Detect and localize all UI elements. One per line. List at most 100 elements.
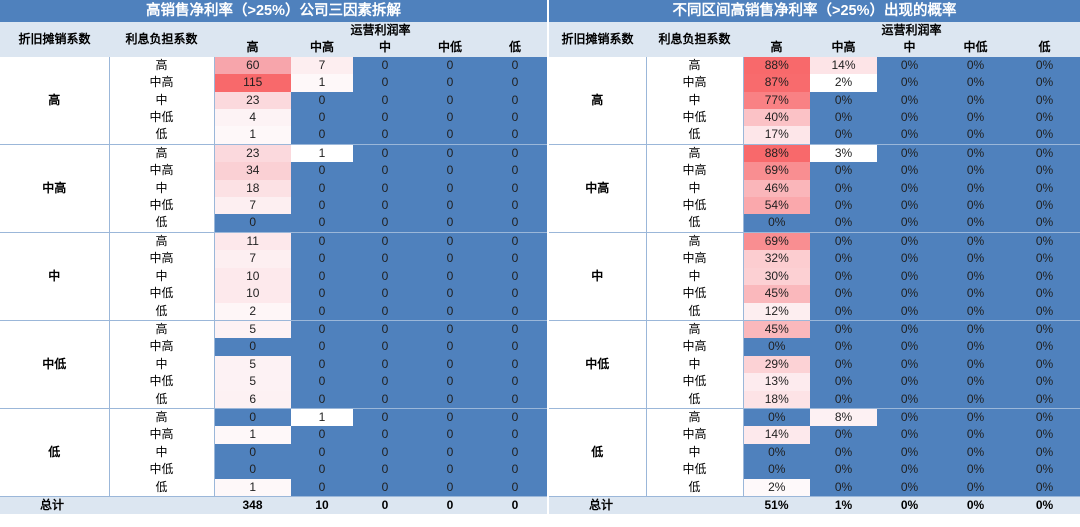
value-cell: 34: [214, 162, 291, 180]
value-cell: 0: [483, 91, 548, 110]
value-cell: 0: [214, 443, 291, 462]
value-cell: 0%: [877, 179, 942, 198]
left-table: 高销售净利率（>25%）公司三因素拆解 折旧摊销系数 利息负担系数 运营利润率 …: [0, 0, 548, 515]
value-cell: 0%: [942, 302, 1009, 321]
value-cell: 0: [483, 426, 548, 444]
dep-group-label: 中低: [549, 320, 647, 409]
value-cell: 0%: [1009, 443, 1080, 462]
value-cell: 0%: [810, 126, 877, 145]
right-table: 不同区间高销售净利率（>25%）出现的概率 折旧摊销系数 利息负担系数 运营利润…: [549, 0, 1080, 515]
value-cell: 11: [214, 232, 291, 251]
value-cell: 0: [291, 267, 353, 286]
int-level-label: 中: [646, 267, 744, 286]
value-cell: 0%: [877, 302, 942, 321]
value-cell: 0: [353, 232, 417, 251]
table-row: 中高 34 0 0 0 0: [0, 162, 548, 180]
value-cell: 0%: [877, 197, 942, 215]
value-cell: 0%: [877, 285, 942, 303]
value-cell: 0%: [942, 285, 1009, 303]
int-level-label: 低: [646, 478, 744, 497]
value-cell: 3%: [810, 144, 877, 163]
left-title: 高销售净利率（>25%）公司三因素拆解: [0, 0, 548, 22]
int-level-label: 中高: [646, 250, 744, 268]
value-cell: 0%: [810, 91, 877, 110]
left-col-dep-header: 折旧摊销系数: [0, 22, 109, 57]
value-cell: 0: [483, 373, 548, 391]
table-row: 中高 32% 0% 0% 0% 0%: [549, 250, 1080, 268]
value-cell: 17%: [743, 126, 810, 145]
value-cell: 0: [353, 214, 417, 233]
value-cell: 0%: [810, 250, 877, 268]
value-cell: 0: [417, 232, 483, 251]
int-level-label: 低: [646, 302, 744, 321]
left-total-value: 0: [353, 496, 417, 515]
value-cell: 0%: [810, 338, 877, 356]
value-cell: 0: [353, 162, 417, 180]
value-cell: 23: [214, 91, 291, 110]
value-cell: 0: [291, 126, 353, 145]
table-row: 中低 5 0 0 0 0: [0, 373, 548, 391]
value-cell: 7: [214, 197, 291, 215]
value-cell: 0%: [877, 426, 942, 444]
value-cell: 0%: [1009, 320, 1080, 339]
value-cell: 0: [291, 250, 353, 268]
value-cell: 0%: [810, 197, 877, 215]
value-cell: 0%: [810, 320, 877, 339]
int-level-label: 高: [646, 232, 744, 251]
value-cell: 0: [483, 197, 548, 215]
value-cell: 0: [483, 56, 548, 75]
value-cell: 14%: [743, 426, 810, 444]
left-total-value: 0: [483, 496, 548, 515]
value-cell: 6: [214, 390, 291, 409]
value-cell: 0: [353, 144, 417, 163]
value-cell: 0%: [877, 267, 942, 286]
value-cell: 0: [483, 162, 548, 180]
int-level-label: 高: [646, 320, 744, 339]
table-row: 低 2% 0% 0% 0% 0%: [549, 478, 1080, 497]
value-cell: 0: [417, 478, 483, 497]
value-cell: 0%: [1009, 285, 1080, 303]
value-cell: 0%: [1009, 302, 1080, 321]
value-cell: 1: [291, 144, 353, 163]
value-cell: 0: [417, 408, 483, 427]
int-level-label: 中低: [109, 197, 215, 215]
value-cell: 0%: [810, 373, 877, 391]
value-cell: 0%: [810, 214, 877, 233]
value-cell: 0%: [1009, 267, 1080, 286]
value-cell: 40%: [743, 109, 810, 127]
table-row: 中高 87% 2% 0% 0% 0%: [549, 74, 1080, 92]
value-cell: 0%: [942, 179, 1009, 198]
int-level-label: 低: [109, 478, 215, 497]
value-cell: 0: [483, 74, 548, 92]
right-col-int-header: 利息负担系数: [646, 22, 743, 57]
value-cell: 0: [353, 267, 417, 286]
value-cell: 0: [417, 179, 483, 198]
value-cell: 0%: [810, 443, 877, 462]
value-cell: 54%: [743, 197, 810, 215]
value-cell: 0: [483, 144, 548, 163]
value-cell: 0: [417, 197, 483, 215]
int-level-label: 低: [109, 214, 215, 233]
table-row: 中低 0 0 0 0 0: [0, 461, 548, 479]
value-cell: 0: [483, 109, 548, 127]
value-cell: 0%: [877, 338, 942, 356]
value-cell: 0%: [810, 162, 877, 180]
value-cell: 0%: [1009, 91, 1080, 110]
table-row: 中高 0% 0% 0% 0% 0%: [549, 338, 1080, 356]
table-row: 中 10 0 0 0 0: [0, 267, 548, 286]
value-cell: 0: [291, 232, 353, 251]
table-row: 低 0% 0% 0% 0% 0%: [549, 214, 1080, 233]
int-level-label: 中高: [109, 338, 215, 356]
value-cell: 0: [417, 461, 483, 479]
int-level-label: 中高: [646, 338, 744, 356]
int-level-label: 高: [109, 144, 215, 163]
int-level-label: 低: [109, 302, 215, 321]
right-op-level-header: 低: [1009, 39, 1080, 57]
value-cell: 0%: [810, 109, 877, 127]
value-cell: 0: [483, 126, 548, 145]
value-cell: 0%: [877, 461, 942, 479]
dep-group-label: 中: [0, 232, 110, 321]
value-cell: 0: [417, 390, 483, 409]
